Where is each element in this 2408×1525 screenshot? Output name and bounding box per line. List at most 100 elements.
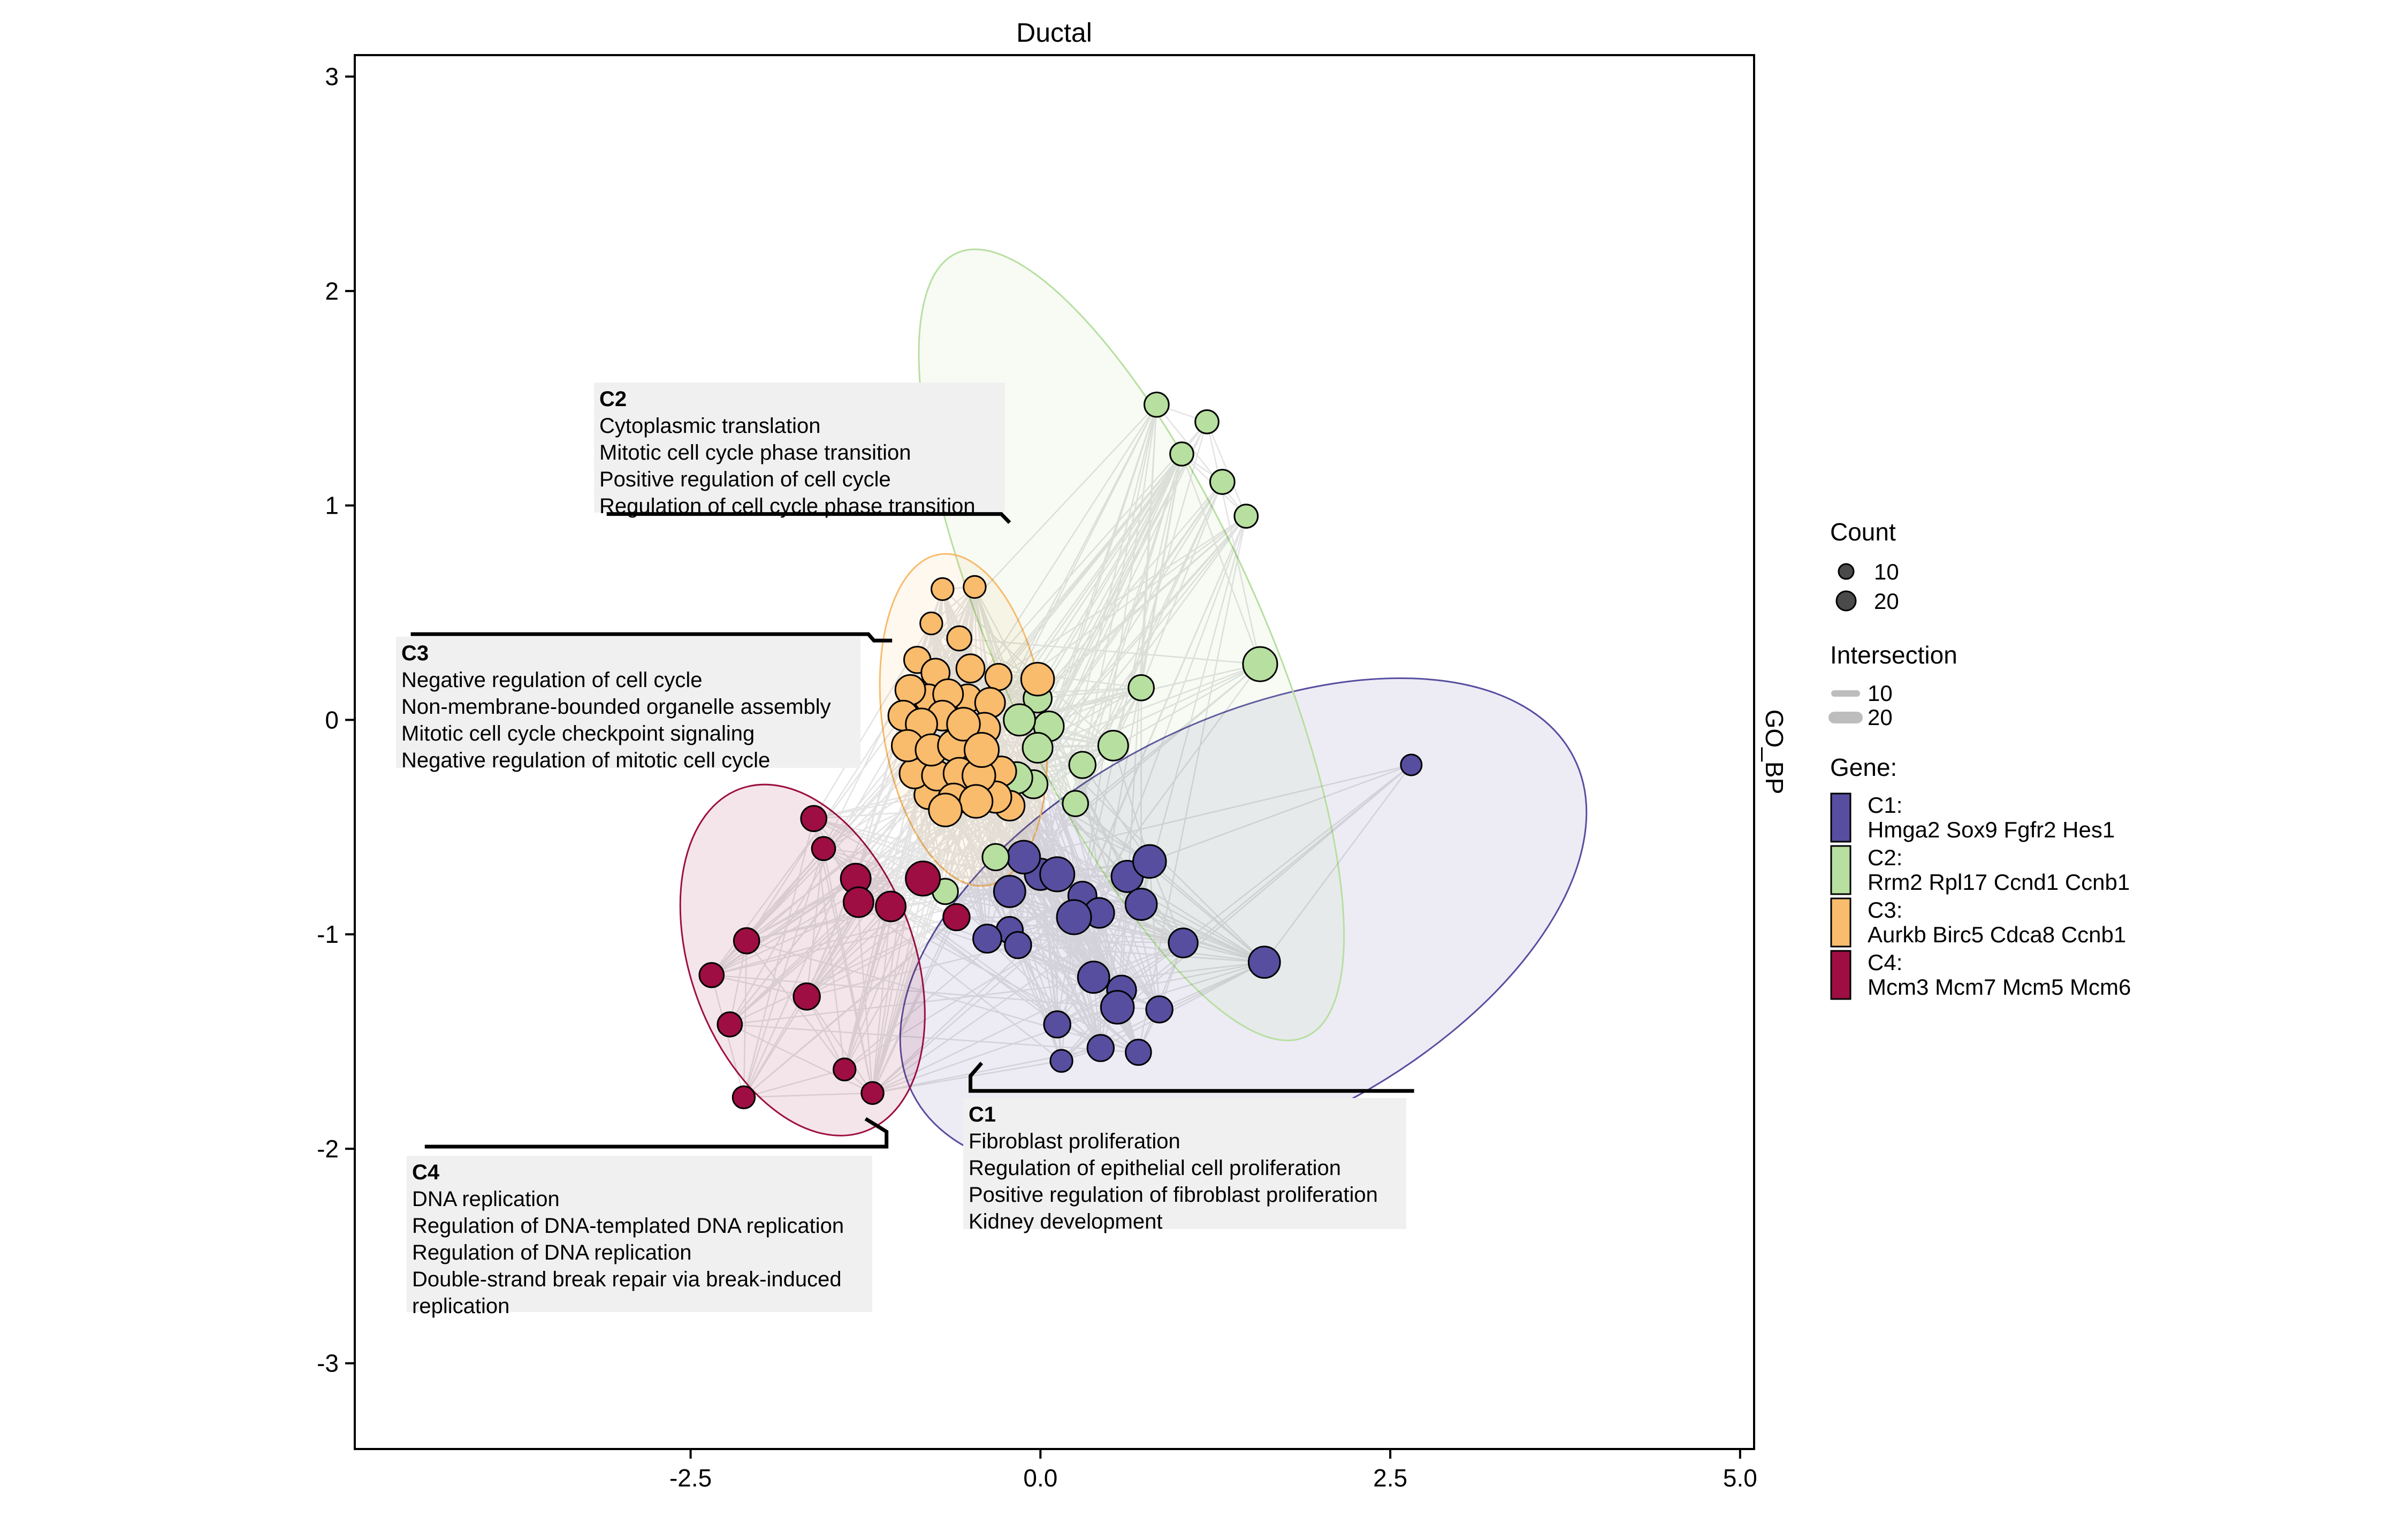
y-tick-label: 0 [325,706,339,734]
legend-gene-id: C4: [1868,950,1902,975]
legend-gene-list: Mcm3 Mcm7 Mcm5 Mcm6 [1868,974,2131,1000]
y-tick-label: -1 [317,920,339,948]
node-c2 [1062,790,1089,817]
node-c2 [981,843,1010,872]
node-c3 [931,577,955,601]
y-tick-label: 2 [325,277,339,305]
label-box-c1 [963,1098,1406,1229]
label-term: Regulation of cell cycle phase transitio… [599,494,976,518]
node-c3 [946,707,981,742]
node-c1 [1168,927,1199,958]
node-c2 [1144,391,1170,418]
label-term: Positive regulation of fibroblast prolif… [969,1183,1378,1207]
x-tick-label: 2.5 [1373,1464,1407,1492]
node-c4 [942,903,971,932]
node-c4 [860,1081,885,1105]
node-c3 [1020,661,1055,697]
node-c4 [842,886,874,918]
node-c4 [800,805,828,833]
y-tick-label: -3 [317,1349,339,1377]
legend-gene-swatch [1830,792,1851,843]
label-term: Kidney development [969,1210,1162,1233]
label-term: replication [412,1294,509,1318]
node-c1 [1004,931,1032,959]
node-c1 [1049,1049,1073,1073]
node-c2 [1242,646,1278,682]
label-term: Fibroblast proliferation [969,1130,1180,1153]
node-c2 [1209,469,1236,495]
label-term: Regulation of DNA-templated DNA replicat… [412,1214,844,1238]
label-heading-c1: C1 [969,1103,996,1126]
cluster-ellipse-c2 [918,248,1345,1041]
node-c2 [1022,732,1054,764]
node-c1 [972,924,1002,954]
node-c1 [1400,753,1423,776]
node-c2 [1127,674,1155,702]
leader-line-c4 [424,1117,889,1149]
node-c1 [1100,990,1135,1025]
label-term: Non-membrane-bounded organelle assembly [401,695,831,719]
node-c4 [698,962,725,988]
node-c3 [963,731,1000,768]
node-c1 [1086,1034,1115,1062]
label-term: Double-strand break repair via break-ind… [412,1268,842,1291]
strip-label: GO_BP [1761,710,1788,795]
node-c1 [993,875,1026,908]
y-tick-label: -2 [317,1135,339,1163]
label-heading-c3: C3 [401,642,429,665]
legend-gene-title: Gene: [1830,753,1897,781]
label-term: Negative regulation of mitotic cell cycl… [401,749,770,772]
legend-count-label: 20 [1874,589,1899,614]
node-c3 [919,611,943,636]
node-c4 [731,1085,756,1109]
node-c2 [1068,751,1097,779]
node-c2 [1169,441,1194,467]
node-c1 [1247,946,1281,979]
node-c1 [1145,995,1173,1024]
x-tick-label: -2.5 [669,1464,712,1492]
label-box-c2 [594,383,1005,513]
legend-gene-swatch [1830,897,1851,948]
node-c2 [1097,730,1129,761]
legend-gene-id: C1: [1868,792,1902,818]
node-c4 [905,860,941,897]
cluster-labels: C2 Cytoplasmic translation Mitotic cell cy… [396,383,1414,1318]
legend-count-swatch [1838,563,1855,580]
node-c1 [1006,840,1041,875]
y-tick-label: 1 [325,492,339,520]
plot-frame [354,54,1755,1450]
node-c2 [1194,409,1220,434]
label-term: Regulation of DNA replication [412,1241,692,1264]
label-term: Mitotic cell cycle checkpoint signaling [401,722,755,745]
node-c2 [1003,703,1037,737]
node-c4 [833,1057,857,1081]
node-c4 [811,836,836,861]
node-c3 [955,653,986,684]
label-term: Regulation of epithelial cell proliferat… [969,1156,1341,1180]
y-tick-label: 3 [325,63,339,90]
legend-gene-swatch [1830,845,1851,895]
node-c4 [733,927,760,955]
legend-intersection-title: Intersection [1830,641,1957,669]
node-c1 [1056,899,1092,935]
legend-count-swatch [1835,590,1857,612]
leader-line-c1 [969,1062,1414,1093]
node-c1 [1039,856,1076,893]
legend-gene-id: C2: [1868,845,1902,870]
node-c3 [963,575,987,599]
label-term: Mitotic cell cycle phase transition [599,441,911,464]
node-c3 [958,784,994,819]
node-c1 [1043,1010,1071,1039]
node-c1 [1124,888,1158,921]
chart-title: Ductal [1016,18,1092,48]
node-c2 [1233,504,1259,529]
label-box-c4 [407,1156,872,1312]
label-term: Negative regulation of cell cycle [401,668,703,692]
legend-gene-list: Rrm2 Rpl17 Ccnd1 Ccnb1 [1868,870,2130,895]
label-term: Positive regulation of cell cycle [599,468,891,491]
node-c1 [1125,1039,1152,1066]
legend-intersection-label: 20 [1868,705,1893,730]
label-heading-c2: C2 [599,387,627,411]
node-c3 [946,625,973,652]
